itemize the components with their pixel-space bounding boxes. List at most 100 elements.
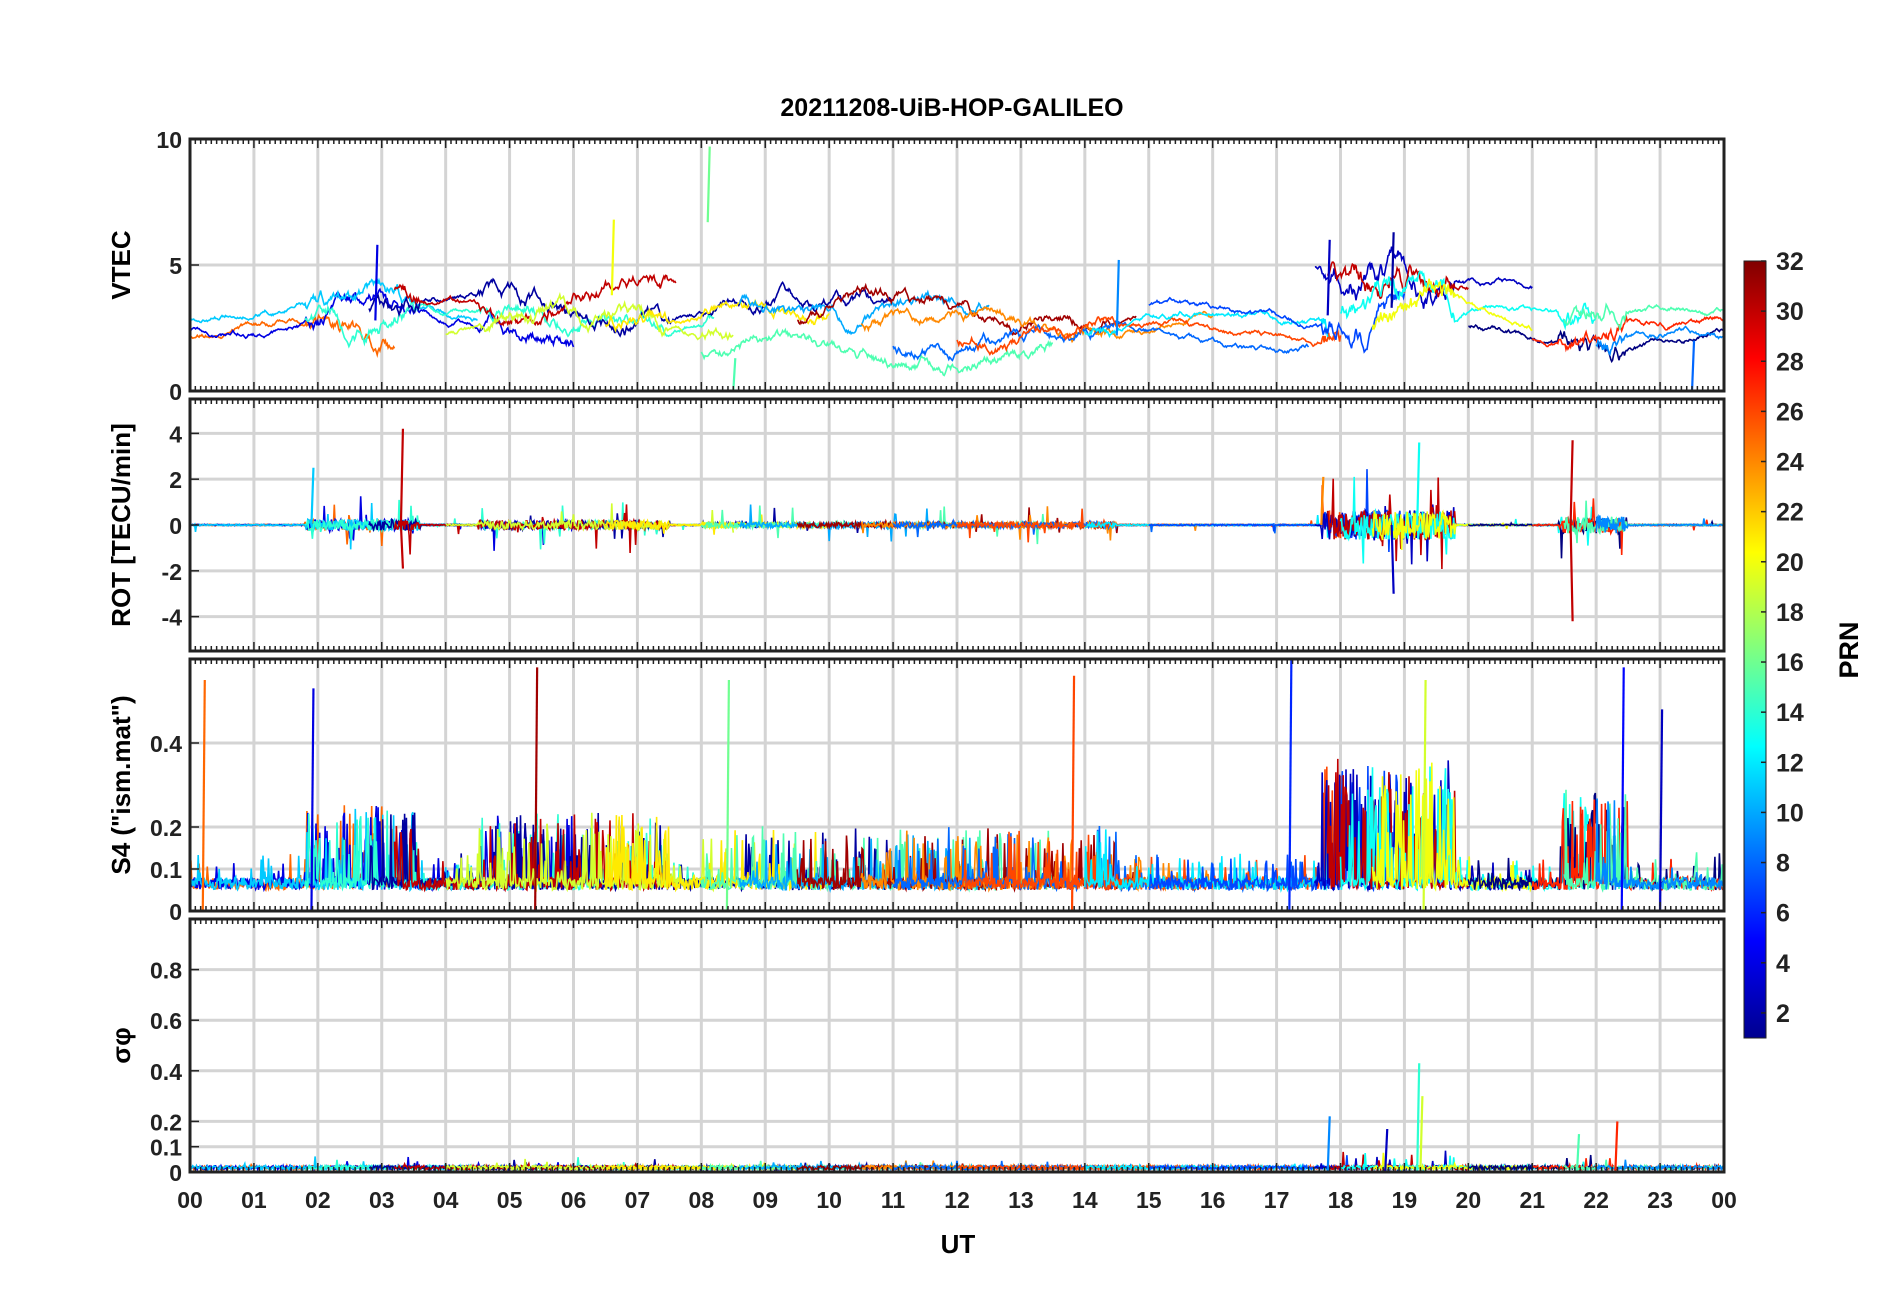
peak-mark — [1390, 232, 1395, 308]
colorbar-tick-label: 4 — [1776, 950, 1790, 978]
panel-ROT: -4 -2 0 2 4 ROT [TECU/min] — [106, 397, 1726, 653]
y-axis-label: ROT [TECU/min] — [106, 423, 136, 627]
trace-prn-26 — [956, 315, 1342, 357]
x-tick-label: 06 — [561, 1187, 587, 1213]
y-tick-label: 0.6 — [150, 1008, 182, 1034]
x-tick-label: 12 — [944, 1187, 970, 1213]
peak-mark — [310, 467, 315, 526]
trace-prn-15 — [700, 327, 1054, 377]
trace-prn-30 — [393, 504, 677, 555]
y-axis-label: σφ — [106, 1027, 136, 1063]
panel-S4: 0 0.1 0.2 0.4 S4 ("ism.mat") — [106, 657, 1726, 925]
trace-prn-31 — [797, 282, 1137, 337]
ticks — [189, 399, 1725, 651]
peak-mark — [1326, 239, 1331, 316]
colorbar-tick-label: 24 — [1776, 449, 1804, 477]
y-tick-label: 2 — [169, 467, 182, 493]
x-tick-label: 03 — [369, 1187, 395, 1213]
y-axis-label: S4 ("ism.mat") — [106, 695, 136, 874]
peak-mark — [1416, 442, 1421, 526]
colorbar-label: PRN — [1834, 621, 1864, 678]
peak-mark — [1070, 675, 1076, 911]
ticks — [189, 659, 1725, 912]
colorbar-tick-label: 2 — [1776, 1000, 1790, 1028]
peak-mark — [1288, 659, 1293, 911]
x-tick-label: 10 — [816, 1187, 842, 1213]
colorbar-tick-label: 20 — [1776, 549, 1804, 577]
peak-mark — [399, 428, 405, 526]
peak-mark — [1569, 440, 1574, 526]
peak-mark — [1419, 1096, 1424, 1172]
colorbar-tick-label: 32 — [1776, 248, 1804, 276]
ticks — [189, 138, 1725, 392]
x-tick-label: 08 — [689, 1187, 715, 1213]
peak-mark — [1416, 1063, 1421, 1172]
ticks — [189, 919, 1725, 1173]
y-tick-label: 0 — [169, 1160, 182, 1186]
peak-mark — [1690, 340, 1696, 391]
peak-mark — [399, 524, 405, 569]
x-tick-label: 21 — [1519, 1187, 1545, 1213]
colorbar-tick-label: 30 — [1776, 298, 1804, 326]
y-tick-label: 0.4 — [150, 1059, 182, 1085]
y-tick-label: 10 — [156, 127, 182, 153]
x-tick-label: 09 — [752, 1187, 778, 1213]
trace-prn-12 — [1084, 308, 1329, 339]
colorbar-tick-label: 18 — [1776, 599, 1804, 627]
y-tick-label: 0.4 — [150, 731, 182, 757]
x-tick-label: 23 — [1647, 1187, 1673, 1213]
colorbar-gradient — [1743, 260, 1767, 1039]
peak-mark — [1115, 259, 1120, 336]
traces — [190, 146, 1724, 391]
trace-prn-21 — [604, 298, 830, 333]
trace-prn-2 — [368, 277, 894, 338]
y-tick-label: 0 — [169, 379, 182, 405]
grid — [190, 919, 1724, 1172]
colorbar-tick-label: 22 — [1776, 499, 1804, 527]
traces — [190, 428, 1724, 622]
colorbar-tick-label: 10 — [1776, 799, 1804, 827]
colorbar-tick-label: 8 — [1776, 850, 1790, 878]
x-tick-label: 07 — [625, 1187, 651, 1213]
trace-prn-30 — [393, 273, 677, 327]
x-tick-label: 16 — [1200, 1187, 1226, 1213]
peak-mark — [610, 219, 615, 296]
trace-prn-7 — [1148, 290, 1406, 354]
x-tick-label: 20 — [1456, 1187, 1482, 1213]
y-tick-label: 0 — [169, 513, 182, 539]
peak-mark — [725, 679, 730, 911]
x-tick-label: 01 — [241, 1187, 267, 1213]
peak-mark — [534, 667, 539, 911]
chart-title: 20211208-UiB-HOP-GALILEO — [780, 94, 1123, 122]
y-tick-label: 4 — [169, 421, 182, 447]
peak-mark — [1384, 1128, 1389, 1172]
colorbar-tick-label: 12 — [1776, 749, 1804, 777]
trace-prn-13 — [1339, 269, 1597, 331]
y-tick-label: 0.1 — [150, 857, 182, 883]
peak-mark — [1658, 709, 1664, 911]
traces — [190, 659, 1724, 911]
x-tick-label: 13 — [1008, 1187, 1034, 1213]
x-tick-label: 02 — [305, 1187, 331, 1213]
y-tick-label: 5 — [169, 253, 182, 279]
peak-mark — [310, 688, 315, 911]
y-tick-label: -4 — [162, 605, 183, 631]
colorbar-tick-label: 14 — [1776, 699, 1804, 727]
x-tick-label: 19 — [1392, 1187, 1418, 1213]
trace-prn-15 — [1563, 302, 1724, 330]
x-tick-label: 22 — [1583, 1187, 1609, 1213]
x-tick-label: 14 — [1072, 1187, 1098, 1213]
peak-mark — [706, 146, 711, 223]
colorbar-tick-label: 6 — [1776, 900, 1790, 928]
colorbar-tick-label: 16 — [1776, 649, 1804, 677]
trace-prn-9 — [1595, 513, 1724, 534]
grid — [190, 139, 1724, 391]
colorbar-tick-label: 26 — [1776, 398, 1804, 426]
peak-mark — [1390, 524, 1395, 594]
peak-mark — [1614, 1121, 1619, 1172]
panel-sigma_phi: 00.10.2 0.4 0.6 0.8 σφ 00 01 02 03 04 05 06 07 08 09 10… — [106, 917, 1737, 1213]
peak-mark — [201, 679, 206, 911]
y-tick-label: 0.2 — [150, 815, 182, 841]
